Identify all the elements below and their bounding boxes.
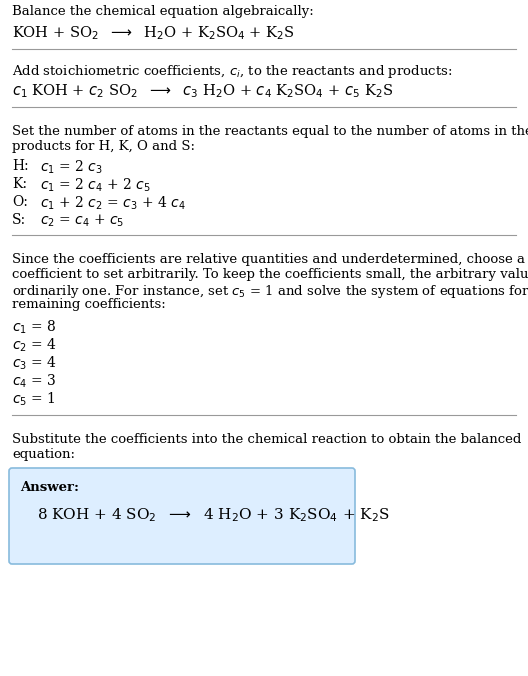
Text: $c_1$ = 8: $c_1$ = 8 bbox=[12, 319, 56, 337]
Text: K:: K: bbox=[12, 177, 27, 191]
Text: remaining coefficients:: remaining coefficients: bbox=[12, 298, 166, 311]
Text: Substitute the coefficients into the chemical reaction to obtain the balanced: Substitute the coefficients into the che… bbox=[12, 433, 521, 446]
Text: $c_4$ = 3: $c_4$ = 3 bbox=[12, 373, 56, 391]
Text: Answer:: Answer: bbox=[20, 481, 79, 494]
Text: $c_1$ = 2 $c_4$ + 2 $c_5$: $c_1$ = 2 $c_4$ + 2 $c_5$ bbox=[40, 177, 151, 195]
FancyBboxPatch shape bbox=[9, 468, 355, 564]
Text: Balance the chemical equation algebraically:: Balance the chemical equation algebraica… bbox=[12, 5, 314, 18]
Text: Since the coefficients are relative quantities and underdetermined, choose a: Since the coefficients are relative quan… bbox=[12, 253, 525, 266]
Text: coefficient to set arbitrarily. To keep the coefficients small, the arbitrary va: coefficient to set arbitrarily. To keep … bbox=[12, 268, 528, 281]
Text: $c_1$ KOH + $c_2$ SO$_2$  $\longrightarrow$  $c_3$ H$_2$O + $c_4$ K$_2$SO$_4$ + : $c_1$ KOH + $c_2$ SO$_2$ $\longrightarro… bbox=[12, 82, 393, 99]
Text: ordinarily one. For instance, set $c_5$ = 1 and solve the system of equations fo: ordinarily one. For instance, set $c_5$ … bbox=[12, 283, 528, 300]
Text: products for H, K, O and S:: products for H, K, O and S: bbox=[12, 140, 195, 153]
Text: $c_5$ = 1: $c_5$ = 1 bbox=[12, 391, 55, 408]
Text: $c_1$ = 2 $c_3$: $c_1$ = 2 $c_3$ bbox=[40, 159, 103, 176]
Text: $c_2$ = 4: $c_2$ = 4 bbox=[12, 337, 57, 354]
Text: Set the number of atoms in the reactants equal to the number of atoms in the: Set the number of atoms in the reactants… bbox=[12, 125, 528, 138]
Text: equation:: equation: bbox=[12, 448, 75, 461]
Text: KOH + SO$_2$  $\longrightarrow$  H$_2$O + K$_2$SO$_4$ + K$_2$S: KOH + SO$_2$ $\longrightarrow$ H$_2$O + … bbox=[12, 24, 295, 42]
Text: $c_1$ + 2 $c_2$ = $c_3$ + 4 $c_4$: $c_1$ + 2 $c_2$ = $c_3$ + 4 $c_4$ bbox=[40, 195, 186, 212]
Text: O:: O: bbox=[12, 195, 28, 209]
Text: H:: H: bbox=[12, 159, 29, 173]
Text: $c_2$ = $c_4$ + $c_5$: $c_2$ = $c_4$ + $c_5$ bbox=[40, 213, 125, 229]
Text: Add stoichiometric coefficients, $c_i$, to the reactants and products:: Add stoichiometric coefficients, $c_i$, … bbox=[12, 63, 452, 80]
Text: 8 KOH + 4 SO$_2$  $\longrightarrow$  4 H$_2$O + 3 K$_2$SO$_4$ + K$_2$S: 8 KOH + 4 SO$_2$ $\longrightarrow$ 4 H$_… bbox=[37, 506, 390, 524]
Text: $c_3$ = 4: $c_3$ = 4 bbox=[12, 355, 57, 372]
Text: S:: S: bbox=[12, 213, 26, 227]
